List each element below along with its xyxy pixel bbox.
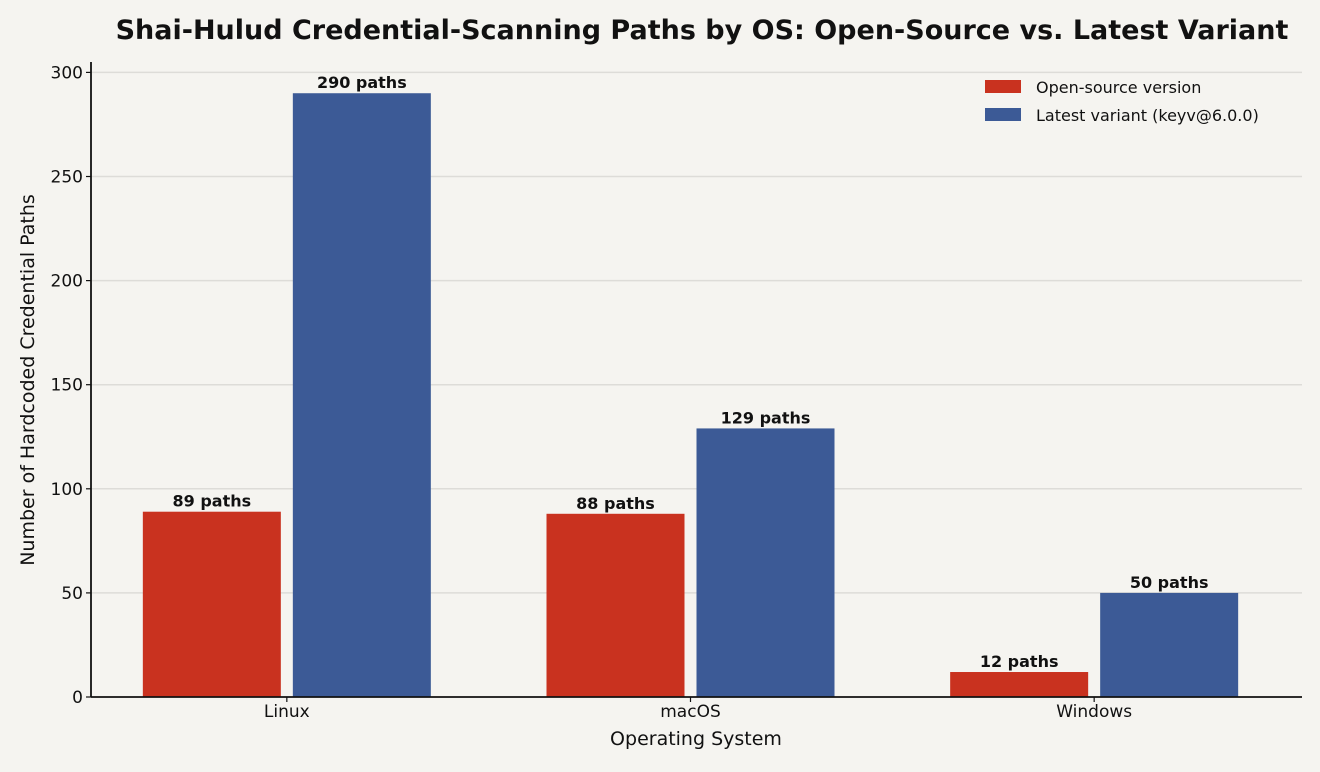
legend-label: Latest variant (keyv@6.0.0) bbox=[1036, 106, 1259, 125]
data-label: 50 paths bbox=[1130, 573, 1209, 592]
legend-swatch bbox=[985, 80, 1021, 93]
x-axis-label: Operating System bbox=[610, 728, 782, 750]
data-label: 12 paths bbox=[980, 652, 1059, 671]
bar-linux-series-1 bbox=[292, 93, 431, 698]
legend-label: Open-source version bbox=[1036, 78, 1201, 97]
bar-macos-series-0 bbox=[546, 513, 685, 697]
bars: 89 paths 290 paths 88 paths 129 paths 12 pat… bbox=[142, 73, 1239, 698]
x-tick-label: Windows bbox=[1056, 702, 1132, 722]
legend: Open-source version Latest variant (keyv@… bbox=[985, 78, 1259, 125]
x-tick-label: macOS bbox=[660, 702, 721, 722]
data-label: 129 paths bbox=[721, 408, 811, 427]
data-label: 290 paths bbox=[317, 73, 407, 92]
bar-windows-series-1 bbox=[1100, 592, 1239, 697]
y-tick-label: 0 bbox=[72, 688, 83, 708]
x-tick-label: Linux bbox=[264, 702, 310, 722]
bar-windows-series-0 bbox=[950, 672, 1089, 697]
y-tick-label: 250 bbox=[51, 168, 83, 188]
y-tick-label: 200 bbox=[51, 272, 83, 292]
bar-linux-series-0 bbox=[142, 511, 281, 697]
y-tick-label: 100 bbox=[51, 480, 83, 500]
axes: 0 50 100 150 200 250 300 Linux macOS Windows bbox=[51, 62, 1302, 722]
chart-title: Shai-Hulud Credential-Scanning Paths by … bbox=[116, 15, 1289, 46]
data-label: 89 paths bbox=[173, 492, 252, 511]
y-tick-label: 300 bbox=[51, 63, 83, 83]
y-axis-label: Number of Hardcoded Credential Paths bbox=[17, 194, 39, 566]
y-tick-label: 150 bbox=[51, 376, 83, 396]
bar-macos-series-1 bbox=[696, 428, 835, 697]
data-label: 88 paths bbox=[576, 494, 655, 513]
y-tick-label: 50 bbox=[61, 584, 83, 604]
legend-swatch bbox=[985, 108, 1021, 121]
